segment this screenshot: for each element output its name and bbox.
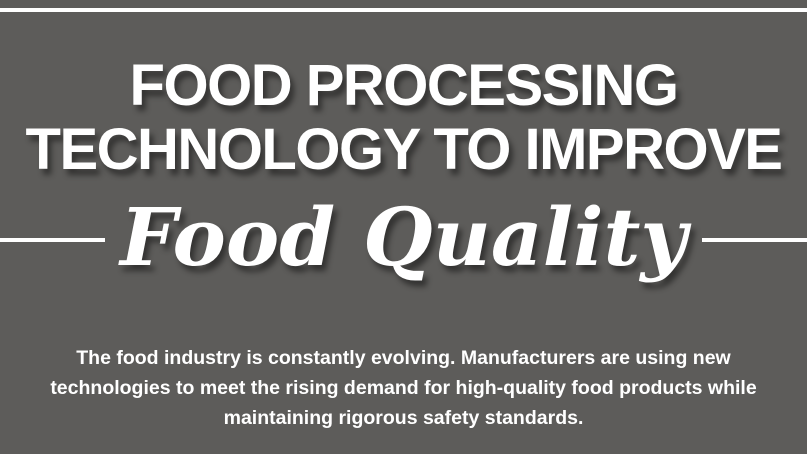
- title-line-1: FOOD PROCESSING: [129, 53, 679, 118]
- script-title: Food Quality: [120, 190, 687, 284]
- top-divider: [0, 8, 807, 12]
- left-rule: [0, 238, 105, 242]
- right-rule: [702, 238, 807, 242]
- intro-text: The food industry is constantly evolving…: [50, 347, 757, 429]
- title-line-2: TECHNOLOGY TO IMPROVE: [25, 117, 783, 182]
